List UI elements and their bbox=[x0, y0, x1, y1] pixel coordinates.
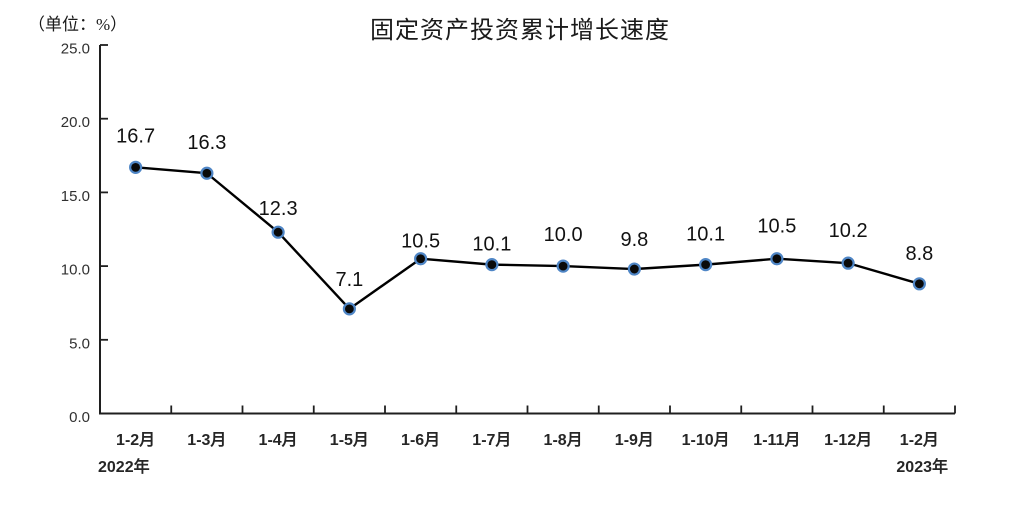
x-tick-label: 1-2月 bbox=[900, 431, 939, 449]
data-point-marker bbox=[770, 252, 784, 266]
x-tick-label: 1-8月 bbox=[544, 431, 583, 449]
y-tick-label: 20.0 bbox=[61, 114, 90, 131]
data-point-marker bbox=[414, 252, 428, 266]
series-line bbox=[135, 166, 920, 311]
x-tick-label: 1-6月 bbox=[401, 431, 440, 449]
data-point-label: 16.7 bbox=[116, 125, 155, 147]
data-point-label: 12.3 bbox=[259, 198, 298, 220]
data-point-marker bbox=[912, 277, 926, 291]
x-tick-label: 1-7月 bbox=[472, 431, 511, 449]
data-point-marker bbox=[342, 302, 356, 316]
data-point-marker bbox=[271, 225, 285, 239]
x-tick-label: 1-4月 bbox=[259, 431, 298, 449]
data-point-marker bbox=[200, 166, 214, 180]
y-tick-label: 5.0 bbox=[69, 335, 90, 352]
data-point-marker bbox=[556, 259, 570, 273]
data-point-label: 8.8 bbox=[905, 243, 933, 265]
data-point-label: 10.0 bbox=[544, 224, 583, 246]
data-point-marker bbox=[485, 258, 499, 272]
data-point-label: 10.2 bbox=[829, 220, 868, 242]
x-axis-year-first: 2022年 bbox=[98, 457, 150, 476]
x-tick-label: 1-12月 bbox=[824, 431, 872, 449]
data-point-label: 10.1 bbox=[686, 224, 725, 246]
data-point-label: 7.1 bbox=[335, 269, 363, 291]
data-point-marker bbox=[699, 258, 713, 272]
y-tick-label: 25.0 bbox=[61, 41, 90, 58]
data-point-label: 10.1 bbox=[472, 234, 511, 256]
x-tick-label: 1-3月 bbox=[187, 431, 226, 449]
x-axis-year-last: 2023年 bbox=[896, 457, 948, 476]
x-tick-label: 1-11月 bbox=[753, 431, 800, 449]
data-point-marker bbox=[627, 262, 641, 276]
x-tick-label: 1-5月 bbox=[330, 431, 369, 449]
data-point-label: 10.5 bbox=[401, 231, 440, 253]
chart-title: 固定资产投资累计增长速度 bbox=[370, 18, 670, 44]
data-point-marker bbox=[129, 160, 143, 174]
chart-unit-label: （单位：%） bbox=[28, 15, 128, 34]
x-tick-label: 1-2月 bbox=[116, 431, 155, 449]
data-point-label: 9.8 bbox=[620, 229, 648, 251]
x-tick-label: 1-10月 bbox=[682, 431, 730, 449]
y-tick-label: 15.0 bbox=[61, 188, 90, 205]
data-point-marker bbox=[841, 256, 855, 270]
data-point-label: 16.3 bbox=[187, 132, 226, 154]
x-tick-label: 1-9月 bbox=[615, 431, 654, 449]
data-point-label: 10.5 bbox=[757, 216, 796, 238]
y-tick-label: 0.0 bbox=[69, 409, 90, 426]
axes bbox=[99, 45, 955, 415]
y-tick-label: 10.0 bbox=[61, 262, 90, 279]
